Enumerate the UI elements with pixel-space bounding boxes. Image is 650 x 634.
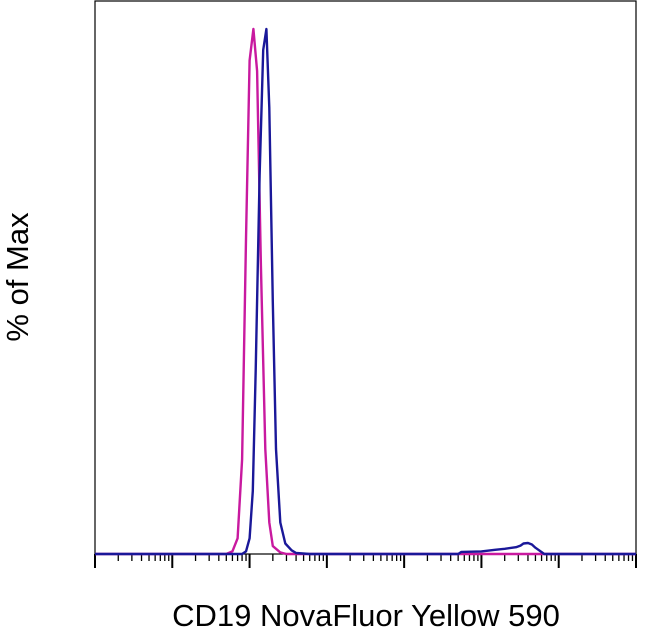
histogram-series-2 [95,27,636,556]
plot-frame [94,0,637,555]
y-axis-title: % of Max [0,212,35,342]
x-axis-title: CD19 NovaFluor Yellow 590 [172,598,560,633]
x-axis-ticks [94,554,637,568]
histogram-series-1 [95,27,636,556]
series-layer [95,27,636,556]
